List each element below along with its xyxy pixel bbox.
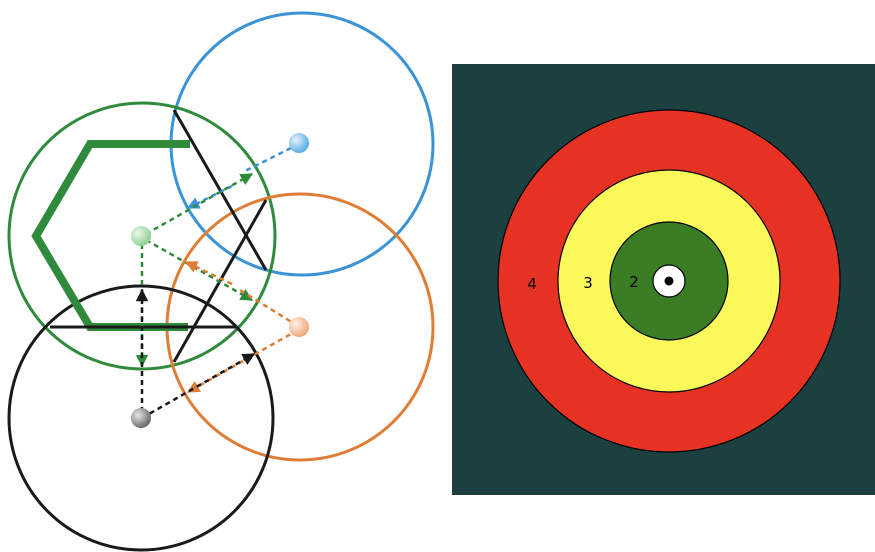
center-dot [664,276,674,286]
blue-dashed-link [242,142,300,174]
ring-label-4: 4 [527,275,537,293]
green-arrow-to-orange [145,238,254,302]
circle-overlap-diagram [7,11,435,552]
green-circle [7,101,277,371]
green-arrow-to-blue [145,172,254,236]
orange-arrow-to-black [186,328,299,394]
orange-node [289,317,309,337]
grey-node [131,408,151,428]
hexagon-green-edge [31,140,190,331]
ring-label-2: 2 [629,273,639,291]
blue-node [289,133,309,153]
blue-arrow [186,184,233,210]
target-panel: 4 3 2 [452,64,875,495]
green-node [131,226,151,246]
black-arrow-to-orange [141,352,256,420]
black-circle [7,284,275,552]
hexagon-black-edge-top [172,109,268,271]
ring-label-3: 3 [583,274,593,292]
orange-dashed-link [239,288,299,328]
